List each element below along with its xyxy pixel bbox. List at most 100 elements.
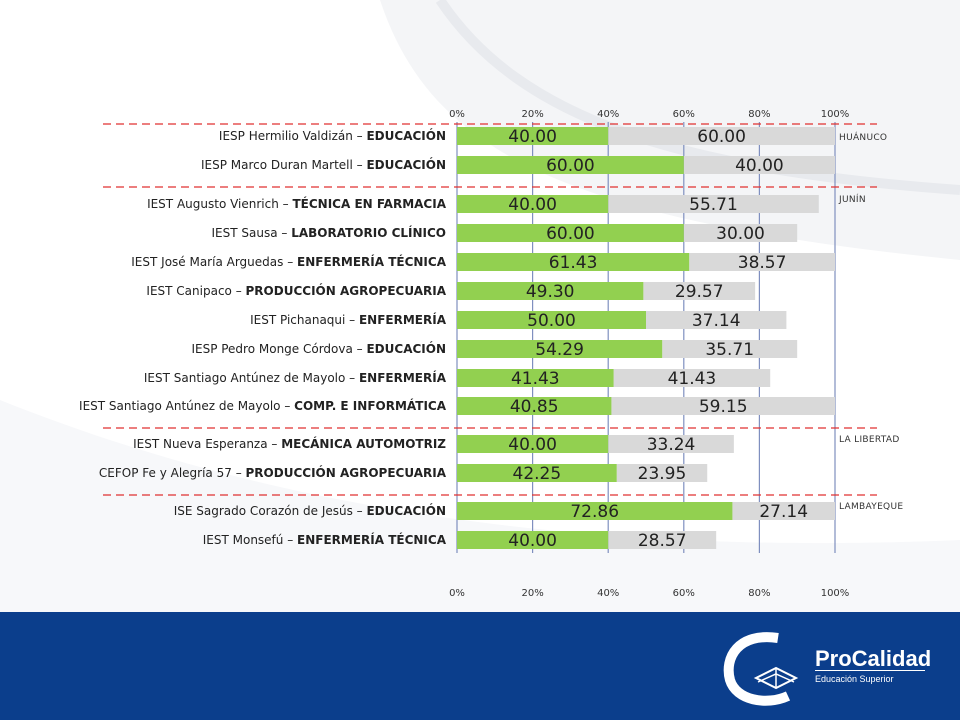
tick-label-top: 0%	[449, 109, 465, 120]
category-program: ENFERMERÍA	[359, 370, 447, 385]
category-program: ENFERMERÍA	[359, 312, 447, 327]
category-name: IEST Nueva Esperanza –	[133, 437, 281, 451]
value-label-2: 33.24	[647, 435, 696, 455]
tick-label-top: 40%	[597, 109, 619, 120]
category-label: CEFOP Fe y Alegría 57 – PRODUCCIÓN AGROP…	[99, 465, 447, 480]
value-label-2: 27.14	[759, 502, 808, 522]
category-label: IEST José María Arguedas – ENFERMERÍA TÉ…	[131, 254, 446, 269]
category-name: IEST Canipaco –	[146, 284, 245, 298]
value-label-2: 40.00	[735, 156, 784, 176]
value-label-2: 35.71	[705, 340, 754, 360]
value-label-1: 49.30	[526, 282, 575, 302]
bar-segment-1	[457, 369, 614, 387]
value-label-2: 60.00	[697, 127, 746, 147]
bar-segment-2	[662, 340, 798, 358]
region-label: LA LIBERTAD	[839, 435, 900, 445]
value-label-1: 60.00	[546, 156, 595, 176]
tick-label-bottom: 40%	[597, 588, 619, 599]
bar-segment-2	[643, 282, 756, 300]
bar-segment-1	[457, 282, 644, 300]
category-program: PRODUCCIÓN AGROPECUARIA	[246, 283, 447, 298]
category-program: EDUCACIÓN	[366, 157, 446, 172]
procalidad-logo-icon	[723, 632, 799, 706]
bar-segment-2	[608, 195, 819, 213]
category-label: IEST Sausa – LABORATORIO CLÍNICO	[212, 225, 446, 240]
category-name: IEST Augusto Vienrich –	[147, 197, 292, 211]
value-label-1: 40.00	[508, 435, 557, 455]
value-label-2: 29.57	[675, 282, 724, 302]
value-label-1: 40.00	[508, 195, 557, 215]
category-program: ENFERMERÍA TÉCNICA	[297, 254, 447, 269]
value-label-2: 59.15	[699, 397, 748, 417]
value-label-1: 40.00	[508, 127, 557, 147]
bar-segment-1	[457, 224, 684, 242]
category-label: IEST Monsefú – ENFERMERÍA TÉCNICA	[203, 532, 447, 547]
category-program: EDUCACIÓN	[366, 128, 446, 143]
bar-segment-1	[457, 502, 733, 520]
bar-segment-1	[457, 156, 684, 174]
category-program: MECÁNICA AUTOMOTRIZ	[281, 436, 446, 451]
category-label: IEST Augusto Vienrich – TÉCNICA EN FARMA…	[147, 196, 447, 211]
value-label-1: 72.86	[570, 502, 619, 522]
brand-divider	[815, 670, 925, 671]
region-label: HUÁNUCO	[839, 131, 887, 143]
category-program: EDUCACIÓN	[366, 503, 446, 518]
category-label: IESP Pedro Monge Córdova – EDUCACIÓN	[191, 341, 446, 356]
category-name: IESP Pedro Monge Córdova –	[191, 342, 366, 356]
brand-name: ProCalidad	[815, 646, 932, 671]
value-label-1: 61.43	[549, 253, 598, 273]
bar-segment-2	[608, 435, 734, 453]
category-name: IEST Santiago Antúnez de Mayolo –	[79, 399, 294, 413]
category-label: IEST Pichanaqui – ENFERMERÍA	[250, 312, 447, 327]
category-label: ISE Sagrado Corazón de Jesús – EDUCACIÓN	[174, 503, 446, 518]
value-label-1: 41.43	[511, 369, 560, 389]
value-label-2: 28.57	[638, 531, 687, 551]
category-label: IESP Hermilio Valdizán – EDUCACIÓN	[219, 128, 446, 143]
bar-segment-1	[457, 464, 617, 482]
bar-segment-2	[732, 502, 835, 520]
category-label: IEST Santiago Antúnez de Mayolo – ENFERM…	[144, 370, 447, 385]
category-name: IESP Marco Duran Martell –	[201, 158, 367, 172]
category-program: PRODUCCIÓN AGROPECUARIA	[246, 465, 447, 480]
category-name: IESP Hermilio Valdizán –	[219, 129, 367, 143]
category-label: IEST Nueva Esperanza – MECÁNICA AUTOMOTR…	[133, 436, 446, 451]
tick-label-bottom: 0%	[449, 588, 465, 599]
value-label-1: 40.00	[508, 531, 557, 551]
value-label-2: 30.00	[716, 224, 765, 244]
category-label: IEST Canipaco – PRODUCCIÓN AGROPECUARIA	[146, 283, 446, 298]
bar-segment-1	[457, 253, 690, 271]
bar-segment-2	[608, 531, 717, 549]
bar-segment-2	[613, 369, 771, 387]
tick-label-top: 20%	[521, 109, 543, 120]
value-label-2: 23.95	[638, 464, 687, 484]
category-label: IEST Santiago Antúnez de Mayolo – COMP. …	[79, 398, 447, 413]
region-label: JUNÍN	[838, 193, 866, 205]
category-name: IEST Santiago Antúnez de Mayolo –	[144, 371, 359, 385]
value-label-2: 37.14	[692, 311, 741, 331]
tick-label-bottom: 80%	[748, 588, 770, 599]
value-label-2: 55.71	[689, 195, 738, 215]
tick-label-bottom: 60%	[673, 588, 695, 599]
bar-segment-1	[457, 195, 609, 213]
category-label: IESP Marco Duran Martell – EDUCACIÓN	[201, 157, 446, 172]
category-program: ENFERMERÍA TÉCNICA	[297, 532, 447, 547]
category-name: ISE Sagrado Corazón de Jesús –	[174, 504, 367, 518]
value-label-2: 38.57	[738, 253, 787, 273]
category-program: LABORATORIO CLÍNICO	[291, 225, 446, 240]
value-label-1: 50.00	[527, 311, 576, 331]
bar-segment-1	[457, 531, 609, 549]
bar-segment-1	[457, 340, 663, 358]
category-name: IEST José María Arguedas –	[131, 255, 297, 269]
bar-segment-2	[646, 311, 787, 329]
bar-segment-1	[457, 127, 609, 145]
category-name: IEST Monsefú –	[203, 533, 297, 547]
category-program: TÉCNICA EN FARMACIA	[292, 196, 446, 211]
category-name: IEST Sausa –	[212, 226, 292, 240]
tick-label-bottom: 100%	[821, 588, 850, 599]
value-label-2: 41.43	[668, 369, 717, 389]
bar-segment-2	[683, 224, 798, 242]
value-label-1: 60.00	[546, 224, 595, 244]
category-program: EDUCACIÓN	[366, 341, 446, 356]
tick-label-bottom: 20%	[521, 588, 543, 599]
